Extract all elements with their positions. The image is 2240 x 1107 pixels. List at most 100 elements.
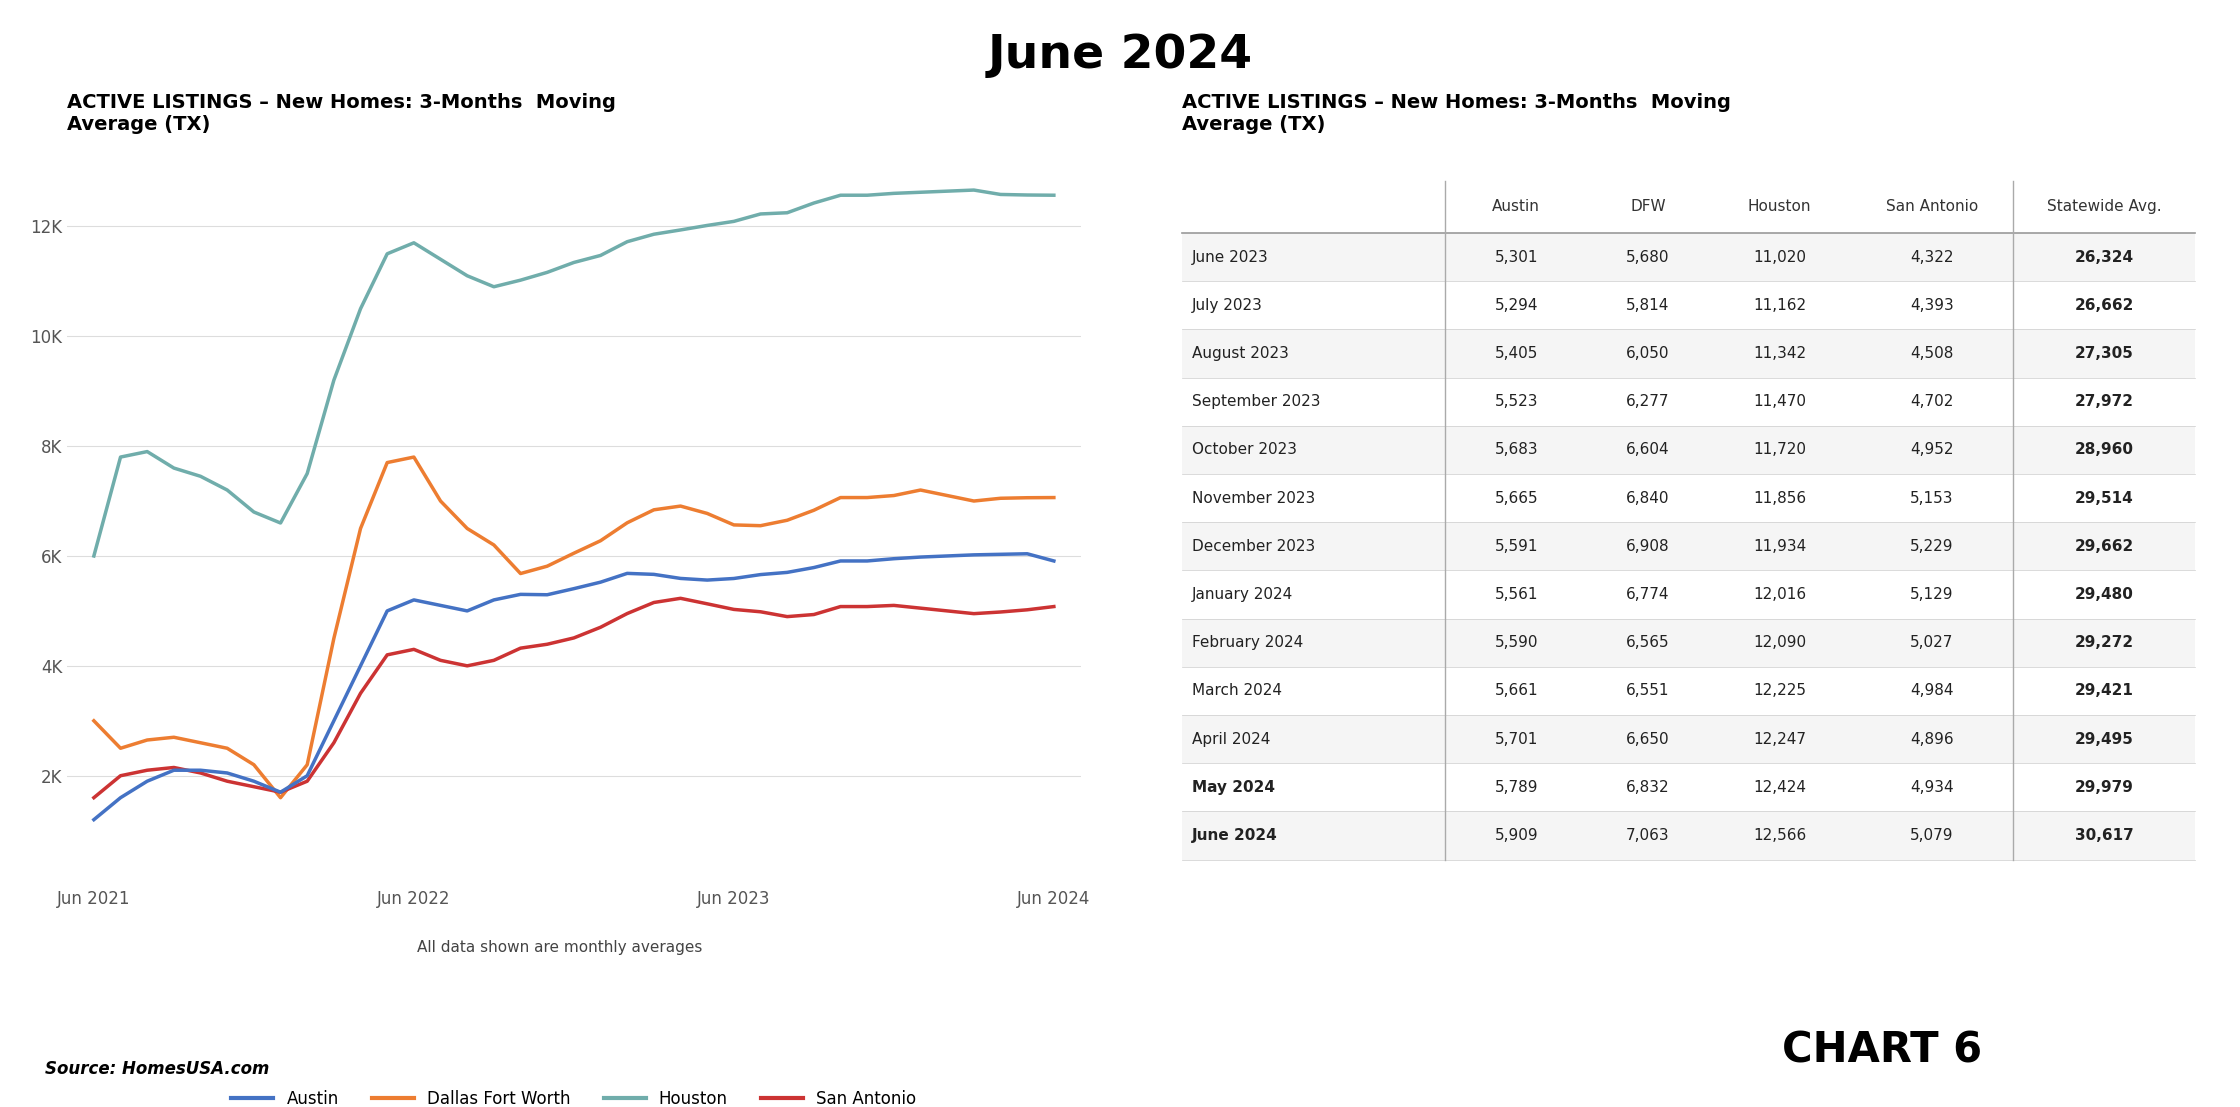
Bar bbox=[1183, 426, 2195, 474]
Text: December 2023: December 2023 bbox=[1192, 539, 1315, 554]
Text: 4,934: 4,934 bbox=[1911, 779, 1953, 795]
Text: 6,604: 6,604 bbox=[1626, 443, 1669, 457]
Text: 5,229: 5,229 bbox=[1911, 539, 1953, 554]
Text: 11,342: 11,342 bbox=[1754, 345, 1805, 361]
Text: 4,508: 4,508 bbox=[1911, 345, 1953, 361]
Text: 11,856: 11,856 bbox=[1754, 490, 1805, 506]
Bar bbox=[1183, 715, 2195, 763]
Bar bbox=[1183, 523, 2195, 570]
Text: Austin: Austin bbox=[1492, 199, 1541, 215]
Text: June 2024: June 2024 bbox=[1192, 828, 1277, 844]
Text: 6,565: 6,565 bbox=[1626, 635, 1669, 650]
Text: San Antonio: San Antonio bbox=[1886, 199, 1978, 215]
Text: 6,551: 6,551 bbox=[1626, 683, 1669, 699]
Text: 6,650: 6,650 bbox=[1626, 732, 1669, 746]
Text: 5,027: 5,027 bbox=[1911, 635, 1953, 650]
Text: 5,294: 5,294 bbox=[1494, 298, 1539, 313]
Text: March 2024: March 2024 bbox=[1192, 683, 1281, 699]
Bar bbox=[1183, 763, 2195, 811]
Text: June 2024: June 2024 bbox=[988, 33, 1252, 79]
Text: 5,683: 5,683 bbox=[1494, 443, 1539, 457]
Text: 4,393: 4,393 bbox=[1911, 298, 1953, 313]
Text: 11,470: 11,470 bbox=[1754, 394, 1805, 410]
Text: 4,952: 4,952 bbox=[1911, 443, 1953, 457]
Text: 5,661: 5,661 bbox=[1494, 683, 1539, 699]
Text: 4,896: 4,896 bbox=[1911, 732, 1953, 746]
Text: 5,665: 5,665 bbox=[1494, 490, 1539, 506]
Text: April 2024: April 2024 bbox=[1192, 732, 1270, 746]
Text: 11,162: 11,162 bbox=[1754, 298, 1805, 313]
Text: 26,662: 26,662 bbox=[2074, 298, 2135, 313]
Text: 6,840: 6,840 bbox=[1626, 490, 1669, 506]
Bar bbox=[1183, 330, 2195, 377]
Legend: Austin, Dallas Fort Worth, Houston, San Antonio: Austin, Dallas Fort Worth, Houston, San … bbox=[224, 1084, 923, 1107]
Text: 5,789: 5,789 bbox=[1494, 779, 1539, 795]
Text: 4,702: 4,702 bbox=[1911, 394, 1953, 410]
Text: 4,984: 4,984 bbox=[1911, 683, 1953, 699]
Text: 29,480: 29,480 bbox=[2074, 587, 2132, 602]
Text: 6,277: 6,277 bbox=[1626, 394, 1669, 410]
Text: 5,153: 5,153 bbox=[1911, 490, 1953, 506]
Bar bbox=[1183, 377, 2195, 426]
Text: July 2023: July 2023 bbox=[1192, 298, 1263, 313]
Text: 11,934: 11,934 bbox=[1754, 539, 1805, 554]
Bar bbox=[1183, 232, 2195, 281]
Text: ACTIVE LISTINGS – New Homes: 3-Months  Moving
Average (TX): ACTIVE LISTINGS – New Homes: 3-Months Mo… bbox=[1183, 93, 1732, 134]
Text: 12,247: 12,247 bbox=[1754, 732, 1805, 746]
Text: August 2023: August 2023 bbox=[1192, 345, 1288, 361]
Text: 12,016: 12,016 bbox=[1754, 587, 1805, 602]
Text: CHART 6: CHART 6 bbox=[1781, 1030, 1982, 1072]
Text: January 2024: January 2024 bbox=[1192, 587, 1292, 602]
Bar bbox=[1183, 570, 2195, 619]
Text: 6,908: 6,908 bbox=[1626, 539, 1669, 554]
Text: 29,272: 29,272 bbox=[2074, 635, 2132, 650]
Text: 29,514: 29,514 bbox=[2074, 490, 2132, 506]
Text: 27,972: 27,972 bbox=[2074, 394, 2132, 410]
Text: 29,979: 29,979 bbox=[2074, 779, 2132, 795]
Text: 5,680: 5,680 bbox=[1626, 249, 1669, 265]
Text: 5,079: 5,079 bbox=[1911, 828, 1953, 844]
Text: 12,566: 12,566 bbox=[1754, 828, 1805, 844]
Text: 5,701: 5,701 bbox=[1494, 732, 1539, 746]
Text: 11,020: 11,020 bbox=[1754, 249, 1805, 265]
Text: 29,662: 29,662 bbox=[2074, 539, 2135, 554]
Bar bbox=[1183, 281, 2195, 330]
Text: 6,050: 6,050 bbox=[1626, 345, 1669, 361]
Text: 29,495: 29,495 bbox=[2074, 732, 2132, 746]
Text: 7,063: 7,063 bbox=[1626, 828, 1669, 844]
Bar bbox=[1183, 619, 2195, 666]
Text: 29,421: 29,421 bbox=[2074, 683, 2132, 699]
Bar bbox=[1183, 666, 2195, 715]
Text: All data shown are monthly averages: All data shown are monthly averages bbox=[417, 940, 703, 955]
Text: 27,305: 27,305 bbox=[2074, 345, 2132, 361]
Text: 5,590: 5,590 bbox=[1494, 635, 1539, 650]
Text: 6,774: 6,774 bbox=[1626, 587, 1669, 602]
Text: 11,720: 11,720 bbox=[1754, 443, 1805, 457]
Bar bbox=[1183, 474, 2195, 523]
Text: 12,225: 12,225 bbox=[1754, 683, 1805, 699]
Text: Houston: Houston bbox=[1747, 199, 1812, 215]
Text: 5,814: 5,814 bbox=[1626, 298, 1669, 313]
Text: 12,090: 12,090 bbox=[1754, 635, 1805, 650]
Text: 5,909: 5,909 bbox=[1494, 828, 1539, 844]
Text: 5,405: 5,405 bbox=[1494, 345, 1539, 361]
Text: February 2024: February 2024 bbox=[1192, 635, 1304, 650]
Bar bbox=[1183, 811, 2195, 860]
Text: Statewide Avg.: Statewide Avg. bbox=[2047, 199, 2162, 215]
Text: 28,960: 28,960 bbox=[2074, 443, 2132, 457]
Text: 5,591: 5,591 bbox=[1494, 539, 1539, 554]
Text: 6,832: 6,832 bbox=[1626, 779, 1669, 795]
Text: Source: HomesUSA.com: Source: HomesUSA.com bbox=[45, 1059, 269, 1078]
Text: 30,617: 30,617 bbox=[2074, 828, 2132, 844]
Text: 26,324: 26,324 bbox=[2074, 249, 2132, 265]
Text: 5,561: 5,561 bbox=[1494, 587, 1539, 602]
Text: 4,322: 4,322 bbox=[1911, 249, 1953, 265]
Text: September 2023: September 2023 bbox=[1192, 394, 1322, 410]
Text: 5,301: 5,301 bbox=[1494, 249, 1539, 265]
Text: November 2023: November 2023 bbox=[1192, 490, 1315, 506]
Text: ACTIVE LISTINGS – New Homes: 3-Months  Moving
Average (TX): ACTIVE LISTINGS – New Homes: 3-Months Mo… bbox=[67, 93, 616, 134]
Text: 12,424: 12,424 bbox=[1754, 779, 1805, 795]
Text: June 2023: June 2023 bbox=[1192, 249, 1268, 265]
Text: 5,129: 5,129 bbox=[1911, 587, 1953, 602]
Text: DFW: DFW bbox=[1631, 199, 1667, 215]
